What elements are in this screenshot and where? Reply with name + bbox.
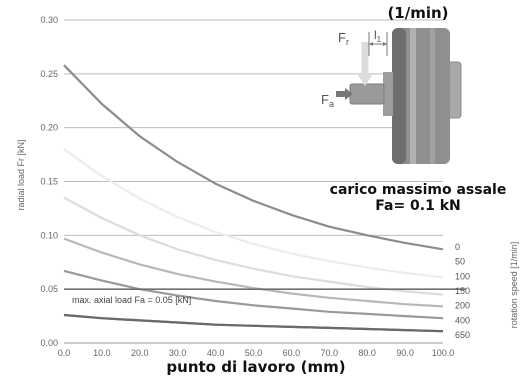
y-tick-label: 0.25 [40, 69, 58, 79]
series-label-400: 400 [455, 315, 470, 325]
x-tick-label: 80.0 [358, 348, 376, 358]
series-label-150: 150 [455, 286, 470, 296]
x-tick-label: 90.0 [396, 348, 414, 358]
annotation-line-1: carico massimo assale [330, 182, 507, 198]
y-tick-label: 0.00 [40, 338, 58, 348]
wheel-diagram: Fr Fa l1 [321, 28, 462, 164]
wheel-body [392, 28, 450, 164]
annotation-line-2: Fa= 0.1 kN [375, 198, 461, 214]
series-label-50: 50 [455, 257, 465, 267]
series-label-200: 200 [455, 301, 470, 311]
series-line-650 [63, 313, 444, 333]
wheel-rim-band [410, 28, 416, 164]
fr-label: Fr [338, 30, 349, 47]
chart-title: (1/min) [387, 4, 448, 22]
l1-label: l1 [374, 28, 382, 44]
fr-arrow-head [357, 74, 373, 86]
series-line-0 [63, 64, 444, 251]
x-tick-label: 40.0 [207, 348, 225, 358]
x-tick-label: 0.0 [58, 348, 71, 358]
x-axis-label: punto di lavoro (mm) [166, 358, 345, 376]
x-tick-label: 20.0 [131, 348, 149, 358]
x-tick-labels: 0.0 10.0 20.0 30.0 40.0 50.0 60.0 70.0 80.0 90.0 1… [58, 348, 455, 358]
series-label-0: 0 [455, 242, 460, 252]
grid [64, 19, 443, 344]
l1-dim-arrow-left [369, 42, 373, 46]
series-line-50 [63, 148, 444, 279]
series-labels: 0 50 100 150 200 400 650 [455, 242, 470, 340]
right-axis-label: rotation speed [1/min] [509, 242, 519, 329]
x-tick-label: 50.0 [245, 348, 263, 358]
x-tick-label: 60.0 [283, 348, 301, 358]
series-label-100: 100 [455, 271, 470, 281]
y-tick-label: 0.20 [40, 123, 58, 133]
y-tick-labels: 0.00 0.05 0.10 0.15 0.20 0.25 0.30 [40, 15, 58, 348]
y-tick-label: 0.15 [40, 177, 58, 187]
x-tick-label: 70.0 [321, 348, 339, 358]
l1-dim-arrow-right [383, 42, 387, 46]
x-tick-label: 10.0 [93, 348, 111, 358]
y-tick-label: 0.05 [40, 284, 58, 294]
shaft [349, 83, 385, 105]
y-tick-label: 0.10 [40, 230, 58, 240]
x-tick-label: 30.0 [169, 348, 187, 358]
fa-label: Fa [321, 92, 334, 109]
series-label-650: 650 [455, 330, 470, 340]
y-tick-label: 0.30 [40, 15, 58, 25]
series-line-200 [63, 269, 444, 320]
x-tick-label: 100.0 [432, 348, 455, 358]
y-axis-label: radial load Fr [kN] [16, 139, 26, 210]
wheel-rim-band-2 [430, 28, 435, 164]
wheel-rim-left [392, 28, 406, 164]
reference-line-label: max. axial load Fa = 0.05 [kN] [72, 295, 191, 305]
reference-line-group: max. axial load Fa = 0.05 [kN] [64, 288, 466, 305]
series-line-150 [63, 237, 444, 308]
fa-arrow-head [345, 88, 353, 100]
wheel-flange [383, 72, 393, 116]
